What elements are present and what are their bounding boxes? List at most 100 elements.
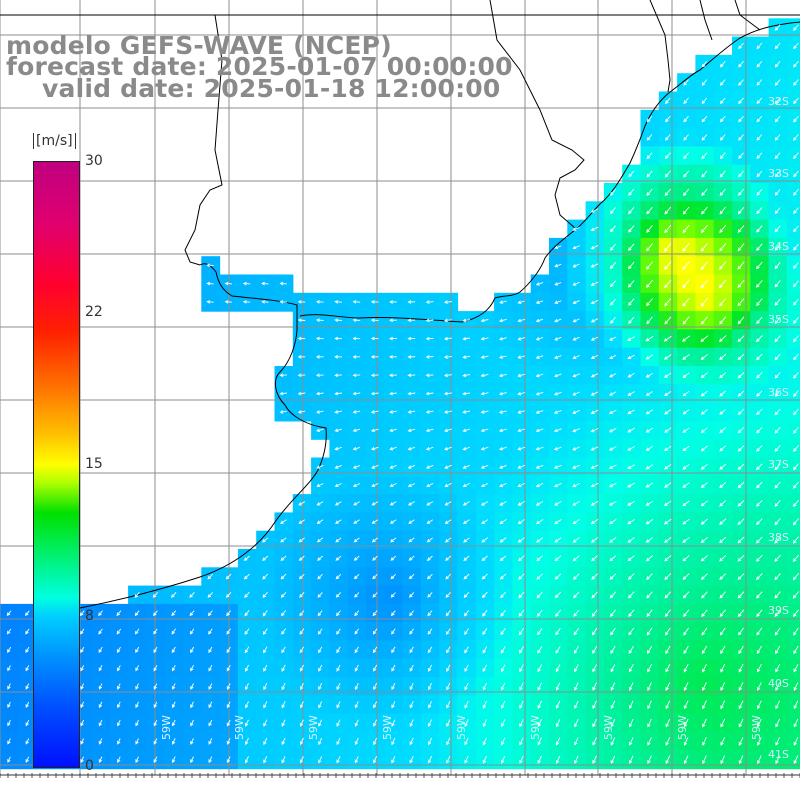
colorbar-gradient xyxy=(33,161,80,768)
wind-arrow xyxy=(171,628,176,635)
wind-arrow xyxy=(297,410,306,414)
wind-arrow xyxy=(756,682,762,691)
wind-arrow xyxy=(683,700,689,710)
wind-speed-cell xyxy=(786,164,800,184)
wind-arrow xyxy=(793,353,799,361)
wind-arrow xyxy=(389,446,397,451)
wind-arrow xyxy=(590,537,599,543)
wind-arrow xyxy=(208,756,213,764)
wind-arrow xyxy=(445,573,452,580)
wind-arrow xyxy=(701,152,708,160)
wind-arrow xyxy=(370,428,379,433)
wind-arrow xyxy=(517,537,525,543)
wind-arrow xyxy=(555,755,561,764)
wind-arrow xyxy=(189,610,195,617)
wind-arrow xyxy=(792,573,800,581)
wind-arrow xyxy=(592,645,598,654)
wind-arrow xyxy=(702,682,707,692)
wind-arrow xyxy=(683,718,689,728)
wind-arrow xyxy=(610,645,616,655)
wind-arrow xyxy=(682,537,690,543)
wind-arrow xyxy=(537,627,543,636)
wind-arrow xyxy=(719,500,727,507)
wind-arrow xyxy=(683,115,689,123)
wind-arrow xyxy=(609,262,616,270)
wind-arrow xyxy=(443,336,452,341)
wind-arrow xyxy=(737,353,745,361)
wind-arrow xyxy=(407,300,416,304)
wind-arrow xyxy=(647,700,652,710)
wind-arrow xyxy=(535,373,544,378)
wind-arrow xyxy=(208,719,213,727)
wind-arrow xyxy=(646,573,653,580)
wind-arrow xyxy=(701,206,708,215)
wind-arrow xyxy=(445,610,451,617)
wind-arrow xyxy=(80,628,85,635)
wind-arrow xyxy=(719,427,727,434)
wind-arrow xyxy=(590,428,599,433)
wind-arrow xyxy=(555,700,561,709)
wind-arrow xyxy=(591,591,598,599)
wind-arrow xyxy=(281,701,286,709)
wind-arrow xyxy=(537,719,542,728)
wind-arrow xyxy=(683,134,689,141)
wind-arrow xyxy=(463,591,470,598)
wind-arrow xyxy=(297,300,306,304)
wind-arrow xyxy=(500,700,506,709)
wind-arrow xyxy=(482,737,487,746)
wind-arrow xyxy=(554,501,562,506)
wind-arrow xyxy=(756,243,763,252)
wind-arrow xyxy=(517,391,526,396)
wind-arrow xyxy=(645,519,654,525)
wind-arrow xyxy=(244,610,250,617)
wind-arrow xyxy=(299,719,304,727)
wind-arrow xyxy=(354,737,359,746)
wind-arrow xyxy=(7,701,11,709)
wind-arrow xyxy=(153,664,158,672)
wind-arrow xyxy=(647,718,652,728)
wind-arrow xyxy=(80,646,85,653)
wind-arrow xyxy=(498,428,507,433)
wind-arrow xyxy=(279,373,288,378)
wind-arrow xyxy=(719,297,727,307)
wind-arrow xyxy=(352,410,361,414)
wind-arrow xyxy=(592,755,597,764)
wind-arrow xyxy=(171,610,177,617)
wind-arrow xyxy=(462,428,471,433)
wind-arrow xyxy=(609,537,617,543)
wind-arrow xyxy=(793,115,799,123)
wind-arrow xyxy=(774,316,781,325)
wind-arrow xyxy=(370,410,379,414)
coastline-path xyxy=(699,0,713,41)
wind-arrow xyxy=(135,701,139,709)
wind-speed-cell xyxy=(786,73,800,93)
wind-arrow xyxy=(756,188,763,196)
wind-arrow xyxy=(645,464,654,470)
wind-arrow xyxy=(719,555,727,562)
wind-arrow xyxy=(373,664,378,672)
wind-arrow xyxy=(775,663,781,673)
wind-speed-cell xyxy=(786,475,800,495)
wind-arrow xyxy=(719,518,727,525)
wind-arrow xyxy=(775,645,781,655)
wind-arrow xyxy=(737,390,745,397)
wind-arrow xyxy=(281,682,286,691)
wind-arrow xyxy=(519,646,524,654)
wind-arrow xyxy=(793,390,799,398)
wind-arrow xyxy=(627,280,635,288)
wind-arrow xyxy=(756,170,763,178)
wind-arrow xyxy=(555,737,561,746)
wind-arrow xyxy=(647,682,652,691)
wind-arrow xyxy=(664,445,672,452)
wind-arrow xyxy=(682,445,690,452)
lon-label: 59W xyxy=(307,715,320,740)
wind-arrow xyxy=(371,464,379,469)
wind-arrow xyxy=(645,409,654,415)
wind-arrow xyxy=(354,664,359,672)
lat-label: 37S xyxy=(768,458,789,471)
wind-arrow xyxy=(572,336,580,341)
wind-arrow xyxy=(719,573,727,580)
wind-arrow xyxy=(391,683,396,691)
wind-arrow xyxy=(664,279,672,289)
wind-arrow xyxy=(499,573,507,580)
